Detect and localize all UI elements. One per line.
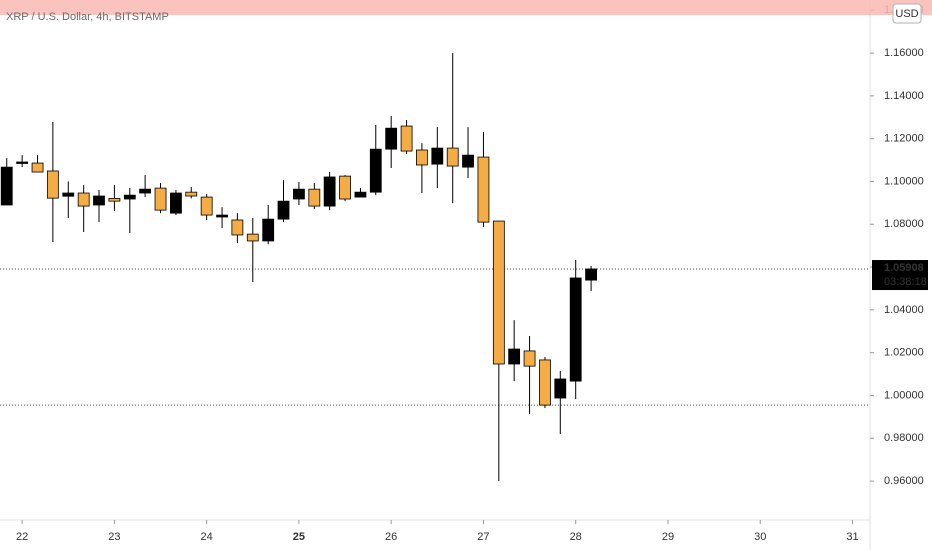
candle-body (262, 218, 275, 242)
x-tick-label: 29 (662, 531, 674, 543)
candle-body (431, 147, 444, 165)
candle-body (523, 350, 536, 367)
y-tick-label: 1.16000 (884, 47, 924, 59)
candle-body (93, 195, 105, 206)
candle-body (185, 191, 198, 197)
price-tag-label: 1.05908 (884, 262, 924, 274)
y-tick-label: 1.08000 (884, 218, 924, 230)
chart-title: XRP / U.S. Dollar, 4h, BITSTAMP (6, 11, 169, 23)
candle-body (16, 161, 29, 164)
candle-body (369, 148, 382, 193)
y-tick-label: 1.14000 (884, 90, 924, 102)
candle-body (139, 188, 152, 194)
y-tick-label: 1.12000 (884, 133, 924, 145)
candle-body (477, 156, 490, 223)
x-tick-label: 23 (108, 531, 120, 543)
x-tick-label: 25 (293, 531, 305, 543)
currency-button[interactable] (892, 3, 922, 24)
candle-body (400, 125, 413, 152)
x-tick-label: 24 (201, 531, 213, 543)
candle-body (385, 127, 398, 150)
alert-band (0, 0, 932, 15)
x-tick-label: 26 (385, 531, 397, 543)
candle-body (462, 154, 474, 168)
y-tick-label: 1.02000 (884, 347, 924, 359)
candle-body (108, 197, 121, 202)
candle-body (277, 200, 290, 220)
y-tick-label: 0.98000 (884, 432, 924, 444)
candle-body (246, 233, 259, 242)
candle-body (354, 191, 367, 198)
y-tick-label: 1.04000 (884, 304, 924, 316)
candle-body (154, 187, 167, 211)
candle-body (492, 220, 505, 365)
candle-body (170, 192, 182, 214)
countdown: 03:38:18 (884, 276, 927, 288)
candle-body (216, 214, 228, 218)
candle-body (293, 188, 305, 200)
currency[interactable]: USD (895, 8, 918, 20)
candle-body (415, 149, 428, 166)
x-tick-label: 27 (477, 531, 489, 543)
candle-body (31, 162, 44, 173)
candle-body (123, 194, 136, 200)
y-tick-label: 1.10000 (884, 175, 924, 187)
candle-body (508, 348, 521, 365)
y-tick-label: 0.96000 (884, 475, 924, 487)
x-tick-label: 28 (570, 531, 582, 543)
candle-body (62, 192, 75, 197)
x-tick-label: 31 (846, 531, 858, 543)
candle-body (200, 196, 213, 216)
candle-body (446, 147, 459, 167)
candle-body (231, 219, 244, 236)
candle-body (323, 176, 336, 207)
candle-body (539, 359, 551, 406)
candle-body (77, 192, 90, 207)
candle-body (308, 188, 321, 207)
x-tick-label: 30 (754, 531, 766, 543)
candle-body (569, 277, 582, 382)
price-tag (872, 260, 928, 291)
candle-body (339, 175, 351, 200)
candle-body (0, 166, 13, 206)
x-tick-label: 22 (16, 531, 28, 543)
candle-body (46, 170, 59, 199)
y-tick-label: 1.00000 (884, 389, 924, 401)
candle-body (585, 268, 598, 281)
candle-body (554, 378, 567, 399)
